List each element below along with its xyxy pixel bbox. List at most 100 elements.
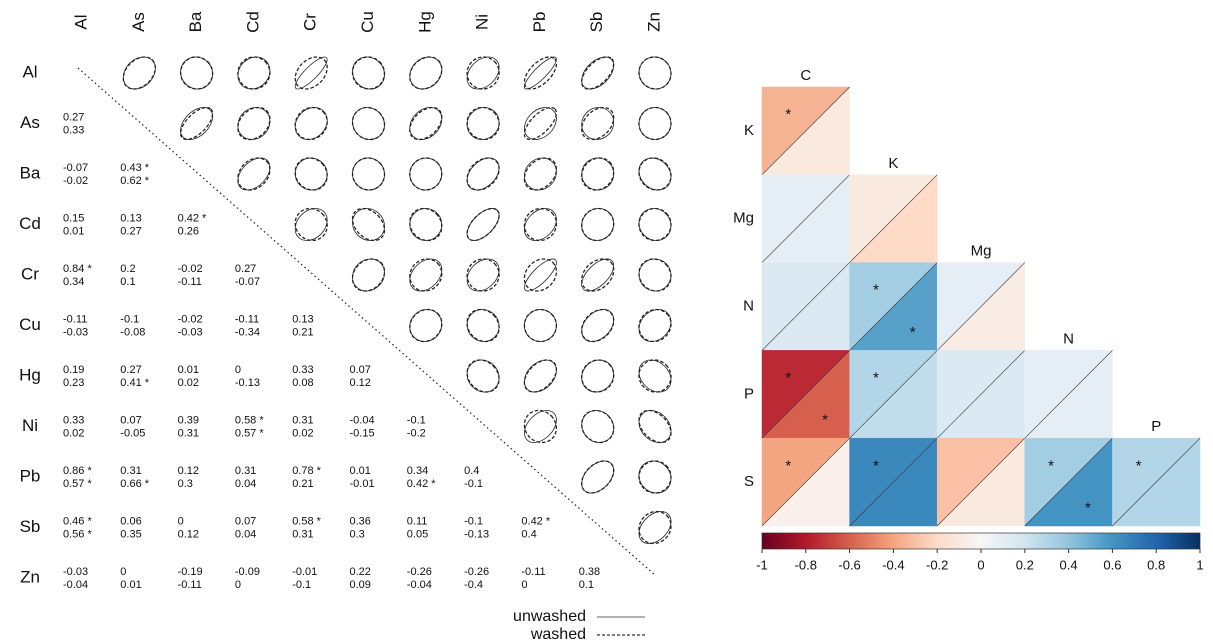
cell-value: -0.13 (464, 528, 489, 540)
correlation-ellipse (237, 106, 271, 141)
cell-value: 0.09 (350, 579, 371, 591)
cell-value: 0 (521, 579, 527, 591)
legend-label: washed (530, 626, 586, 643)
cell-value: -0.34 (235, 326, 260, 338)
cell-diagonal (849, 350, 938, 439)
cell-value: -0.13 (235, 377, 260, 389)
correlation-ellipse (466, 107, 500, 140)
column-label: Hg (415, 11, 434, 33)
correlation-ellipse (581, 56, 615, 90)
significance: * (785, 369, 791, 386)
correlation-ellipse (523, 207, 558, 242)
correlation-ellipse (466, 56, 500, 90)
cell-value: 0.42 * (407, 478, 436, 490)
row-label: As (20, 113, 40, 132)
correlation-ellipse (409, 157, 443, 191)
legend-label: unwashed (513, 608, 586, 625)
correlation-ellipse (466, 208, 500, 241)
correlation-ellipse (638, 409, 672, 444)
cell-value: 0.27 (63, 111, 84, 123)
column-label: Cd (243, 11, 262, 33)
correlation-ellipse (581, 106, 615, 141)
cell-value: -0.4 (464, 579, 483, 591)
correlation-ellipse (523, 208, 557, 241)
correlation-ellipse (638, 309, 672, 342)
cell-value: 0.02 (63, 427, 84, 439)
cell-value: 0.58 * (292, 515, 321, 527)
cell-value: 0.13 (120, 212, 141, 224)
cell-value: 0 (235, 579, 241, 591)
cell-value: -0.09 (235, 566, 260, 578)
cell-value: -0.01 (292, 566, 317, 578)
significance: * (1048, 457, 1054, 474)
cell-value: 0.34 (407, 465, 428, 477)
correlation-ellipse (179, 56, 214, 90)
correlation-ellipse (523, 359, 558, 393)
cell-diagonal (849, 262, 938, 351)
cell-value: -0.03 (178, 326, 203, 338)
cell-value: 0.31 (178, 427, 199, 439)
correlation-ellipse (294, 56, 328, 90)
correlation-ellipse (351, 56, 386, 90)
cell-value: 0.07 (235, 515, 256, 527)
cell-diagonal (936, 262, 1026, 351)
cell-value: 0.84 * (63, 263, 92, 275)
colorbar-tick-label: -1 (756, 557, 768, 572)
correlation-ellipse (523, 409, 558, 444)
significance: * (822, 412, 828, 429)
row-label: Mg (733, 210, 754, 227)
cell-value: 0.36 (350, 515, 371, 527)
significance: * (873, 282, 879, 299)
cell-value: -0.03 (63, 326, 88, 338)
colorbar-tick-label: 0.6 (1103, 557, 1121, 572)
cell-value: 0.22 (350, 566, 371, 578)
correlation-ellipse (466, 106, 500, 141)
cell-value: -0.07 (63, 162, 88, 174)
cell-value: 0.13 (292, 313, 313, 325)
cell-value: 0.38 (579, 566, 600, 578)
cell-value: -0.26 (464, 566, 489, 578)
cell-value: -0.04 (63, 579, 88, 591)
correlation-ellipse (581, 157, 615, 191)
correlation-ellipse (180, 107, 214, 140)
correlation-ellipse (466, 359, 500, 393)
cell-value: 0.62 * (120, 175, 149, 187)
correlation-ellipse (638, 208, 672, 241)
column-label: K (888, 155, 898, 172)
cell-value: -0.04 (407, 579, 432, 591)
cell-value: 0.23 (63, 377, 84, 389)
cell-value: -0.02 (178, 263, 203, 275)
correlation-ellipse (294, 208, 328, 241)
cell-value: 0.04 (235, 478, 256, 490)
correlation-ellipse (523, 106, 558, 141)
cell-diagonal (849, 174, 938, 263)
correlation-ellipse (237, 56, 271, 90)
correlation-ellipse (638, 359, 672, 393)
correlation-ellipse (638, 258, 672, 292)
cell-value: -0.1 (292, 579, 311, 591)
cell-value: 0.43 * (120, 162, 149, 174)
cell-value: 0.31 (120, 465, 141, 477)
correlation-ellipse (523, 359, 557, 393)
correlation-ellipse (581, 157, 615, 191)
row-label: Zn (20, 567, 40, 586)
diagonal (77, 67, 656, 576)
cell-diagonal (936, 437, 1026, 527)
row-label: S (744, 473, 754, 490)
cell-value: 0.27 (120, 364, 141, 376)
cell-value: 0.35 (120, 528, 141, 540)
cell-value: 0.15 (63, 212, 84, 224)
column-label: Sb (587, 12, 606, 33)
correlation-ellipse (351, 106, 386, 141)
correlation-ellipse (581, 460, 615, 494)
correlation-ellipse (179, 106, 214, 141)
correlation-ellipse (638, 460, 672, 494)
column-label: Mg (971, 243, 992, 260)
colorbar-tick-label: -0.8 (795, 557, 817, 572)
correlation-ellipse (638, 56, 672, 90)
row-label: Cu (19, 315, 41, 334)
cell-diagonal (1024, 350, 1113, 439)
cell-value: 0.78 * (292, 465, 321, 477)
cell-value: 0 (120, 566, 126, 578)
